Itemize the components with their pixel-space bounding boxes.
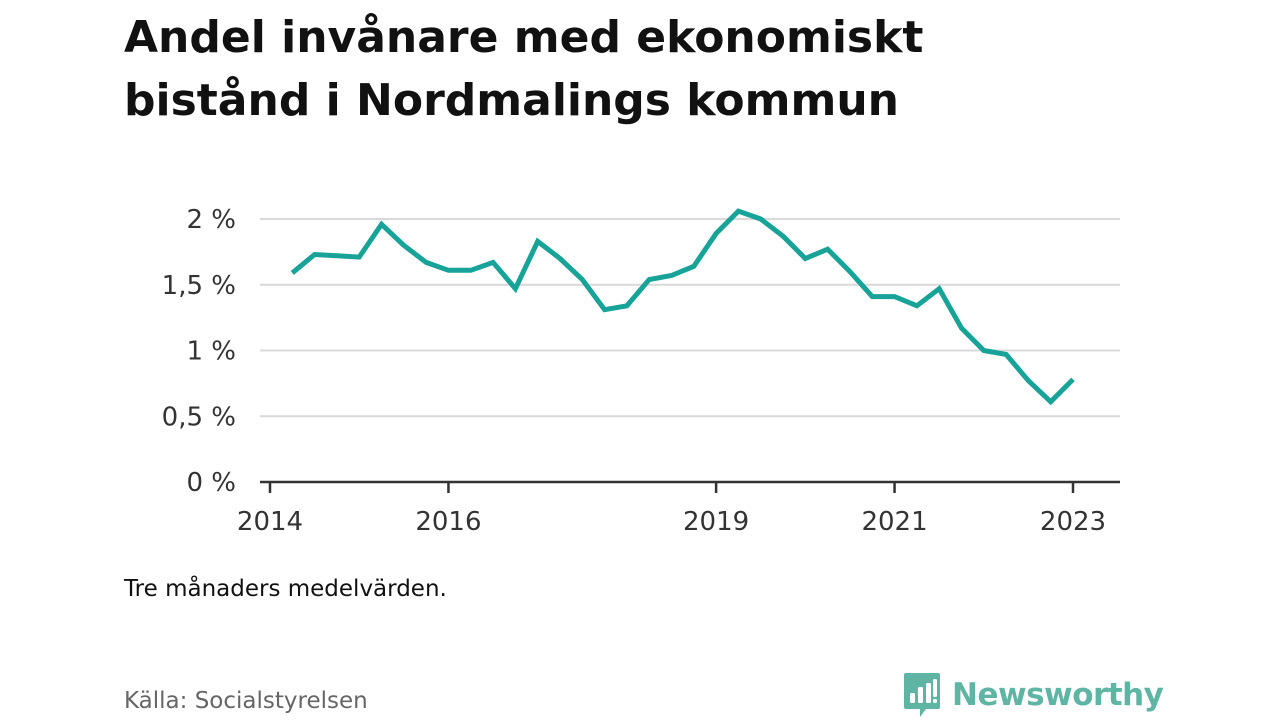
x-tick-label: 2021 (861, 507, 927, 537)
chart-note: Tre månaders medelvärden. (124, 576, 447, 602)
y-tick-label: 0 % (186, 468, 236, 498)
x-tick-label: 2019 (683, 507, 749, 537)
y-tick-label: 1,5 % (162, 271, 236, 301)
x-tick-label: 2016 (415, 507, 481, 537)
chart-title: Andel invånare med ekonomiskt bistånd i … (124, 6, 1124, 132)
x-tick-label: 2014 (237, 507, 303, 537)
brand-name: Newsworthy (952, 677, 1164, 713)
x-axis (260, 480, 1120, 493)
y-axis-tick-labels: 0 % 0,5 % 1 % 1,5 % 2 % (162, 205, 236, 498)
chart-title-line-2: bistånd i Nordmalings kommun (124, 75, 899, 126)
x-tick-label: 2023 (1040, 507, 1106, 537)
x-axis-tick-labels: 2014 2016 2019 2021 2023 (237, 507, 1106, 537)
y-tick-label: 2 % (186, 205, 236, 235)
brand-logo: Newsworthy (902, 671, 1164, 719)
source-credit: Källa: Socialstyrelsen (124, 688, 368, 714)
series-line (290, 208, 1075, 406)
series-layer (290, 208, 1075, 406)
line-chart: 0 % 0,5 % 1 % 1,5 % 2 % 2014 2016 2019 2021 2023 (162, 205, 1120, 537)
chart-title-line-1: Andel invånare med ekonomiskt (124, 12, 924, 63)
bar-chart-speech-bubble-icon (904, 673, 940, 717)
y-tick-label: 1 % (186, 337, 236, 367)
gridlines (260, 218, 1120, 418)
y-tick-label: 0,5 % (162, 402, 236, 432)
